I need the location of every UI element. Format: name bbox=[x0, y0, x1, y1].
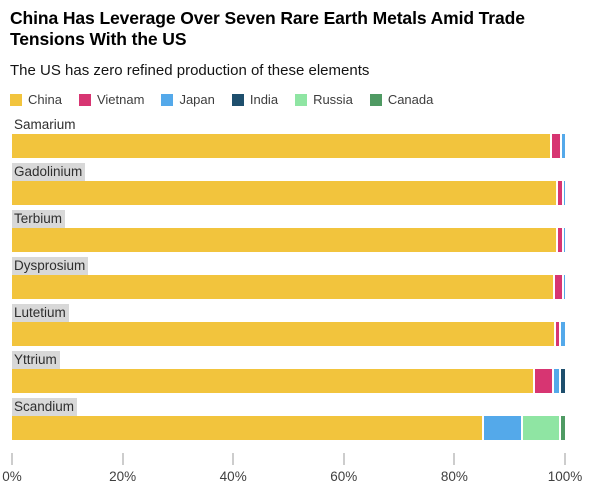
bar-segment-china[interactable] bbox=[12, 180, 556, 205]
category-label: Scandium bbox=[12, 397, 78, 416]
legend: China Vietnam Japan India Russia Canada bbox=[10, 92, 590, 108]
chart-row-gadolinium: Gadolinium bbox=[12, 162, 565, 205]
category-label-wrap: Gadolinium bbox=[12, 162, 565, 181]
bar-segment-china[interactable] bbox=[12, 227, 556, 252]
category-label: Samarium bbox=[14, 116, 76, 132]
bar-segment-vietnam[interactable] bbox=[553, 321, 559, 346]
legend-label: Vietnam bbox=[96, 92, 145, 108]
category-label-wrap: Terbium bbox=[12, 209, 565, 228]
bar-segment-japan[interactable] bbox=[562, 227, 565, 252]
bar-segment-japan[interactable] bbox=[482, 415, 521, 440]
bar-scandium[interactable] bbox=[12, 415, 565, 440]
axis-tick-label: 80% bbox=[440, 468, 468, 484]
bar-segment-japan[interactable] bbox=[558, 321, 565, 346]
bar-segment-russia[interactable] bbox=[520, 415, 560, 440]
legend-label: Japan bbox=[179, 92, 215, 108]
bar-segment-japan[interactable] bbox=[552, 368, 560, 393]
chart-title: China Has Leverage Over Seven Rare Earth… bbox=[10, 8, 525, 50]
legend-label: Canada bbox=[387, 92, 434, 108]
bar-segment-china[interactable] bbox=[12, 368, 533, 393]
legend-swatch-china bbox=[10, 93, 22, 106]
axis-tick bbox=[122, 452, 124, 465]
bar-segment-china[interactable] bbox=[12, 274, 553, 299]
bar-segment-china[interactable] bbox=[12, 133, 550, 158]
chart-row-yttrium: Yttrium bbox=[12, 350, 565, 393]
bar-yttrium[interactable] bbox=[12, 368, 565, 393]
axis-tick bbox=[11, 452, 13, 465]
chart-subtitle: The US has zero refined production of th… bbox=[10, 61, 370, 79]
legend-label: Russia bbox=[313, 92, 353, 108]
bar-segment-japan[interactable] bbox=[562, 180, 565, 205]
chart-row-samarium: Samarium bbox=[12, 117, 565, 158]
axis-tick-label: 40% bbox=[219, 468, 247, 484]
bar-segment-japan[interactable] bbox=[560, 133, 565, 158]
category-label-wrap: Samarium bbox=[12, 117, 565, 132]
category-label-wrap: Dysprosium bbox=[12, 256, 565, 275]
legend-item-russia[interactable]: Russia bbox=[295, 92, 353, 107]
axis-tick bbox=[343, 452, 345, 465]
axis-tick-label: 20% bbox=[109, 468, 137, 484]
category-label: Terbium bbox=[12, 209, 66, 228]
axis-tick bbox=[564, 452, 566, 465]
legend-item-china[interactable]: China bbox=[10, 92, 62, 107]
bar-segment-vietnam[interactable] bbox=[549, 133, 561, 158]
bar-samarium[interactable] bbox=[12, 133, 565, 158]
legend-item-japan[interactable]: Japan bbox=[161, 92, 215, 108]
legend-swatch-russia bbox=[295, 93, 308, 106]
bar-segment-china[interactable] bbox=[12, 415, 483, 440]
bar-segment-vietnam[interactable] bbox=[555, 180, 563, 205]
bar-segment-india[interactable] bbox=[559, 368, 565, 393]
chart-row-dysprosium: Dysprosium bbox=[12, 256, 565, 299]
axis-tick-label: 60% bbox=[330, 468, 358, 484]
legend-label: India bbox=[249, 92, 279, 108]
category-label-wrap: Scandium bbox=[12, 397, 565, 416]
legend-swatch-india bbox=[231, 93, 244, 106]
axis-tick bbox=[453, 452, 455, 465]
bar-gadolinium[interactable] bbox=[12, 180, 565, 205]
bar-segment-china[interactable] bbox=[12, 321, 554, 346]
legend-item-vietnam[interactable]: Vietnam bbox=[78, 92, 145, 108]
legend-swatch-vietnam bbox=[78, 93, 91, 106]
category-label: Gadolinium bbox=[12, 162, 86, 181]
chart-row-lutetium: Lutetium bbox=[12, 303, 565, 346]
category-label: Lutetium bbox=[12, 303, 69, 322]
chart-row-terbium: Terbium bbox=[12, 209, 565, 252]
category-label: Dysprosium bbox=[12, 256, 89, 275]
x-axis: 0% 20% 40% 60% 80% 100% bbox=[2, 452, 582, 487]
legend-item-india[interactable]: India bbox=[231, 92, 279, 108]
axis-tick-label: 0% bbox=[2, 468, 22, 484]
chart-row-scandium: Scandium bbox=[12, 397, 565, 440]
bar-terbium[interactable] bbox=[12, 227, 565, 252]
axis-tick bbox=[232, 452, 234, 465]
legend-swatch-japan bbox=[161, 93, 174, 106]
chart-rows: Samarium Gadolinium Terbium Dysprosium Lutet… bbox=[12, 117, 565, 440]
bar-segment-vietnam[interactable] bbox=[552, 274, 562, 299]
bar-lutetium[interactable] bbox=[12, 321, 565, 346]
chart-card: China Has Leverage Over Seven Rare Earth… bbox=[2, 8, 590, 487]
category-label: Yttrium bbox=[12, 350, 60, 369]
bar-segment-vietnam[interactable] bbox=[555, 227, 563, 252]
bar-segment-vietnam[interactable] bbox=[532, 368, 553, 393]
legend-item-canada[interactable]: Canada bbox=[369, 92, 434, 108]
axis-tick-label: 100% bbox=[547, 468, 583, 484]
legend-swatch-canada bbox=[369, 93, 382, 106]
bar-segment-canada[interactable] bbox=[559, 415, 565, 440]
category-label-wrap: Yttrium bbox=[12, 350, 565, 369]
bar-segment-japan[interactable] bbox=[561, 274, 565, 299]
legend-label: China bbox=[28, 92, 62, 108]
category-label-wrap: Lutetium bbox=[12, 303, 565, 322]
bar-dysprosium[interactable] bbox=[12, 274, 565, 299]
